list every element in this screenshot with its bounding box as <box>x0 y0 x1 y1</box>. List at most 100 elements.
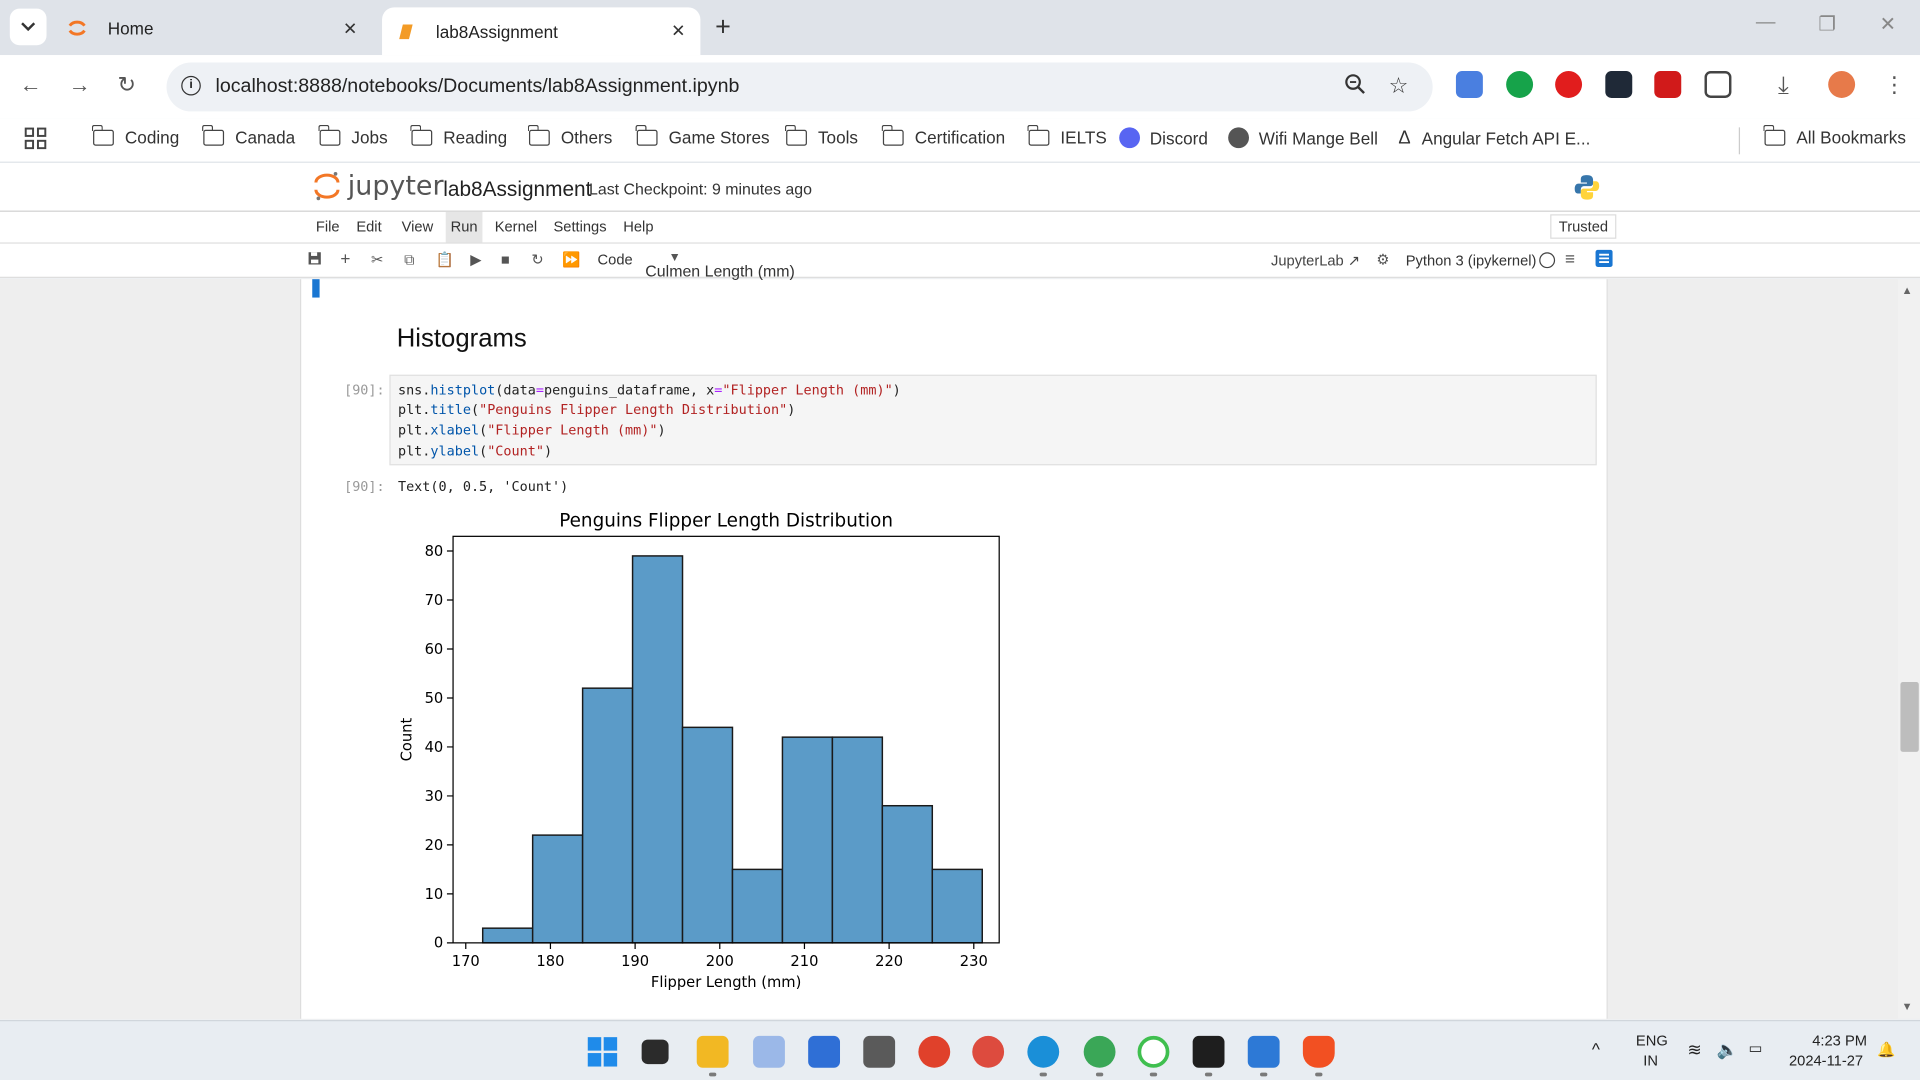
bookmark-coding[interactable]: Coding <box>92 124 179 147</box>
menu-settings[interactable]: Settings <box>553 217 607 236</box>
menu-run[interactable]: Run <box>445 211 483 243</box>
bookmark-canada[interactable]: Canada <box>202 124 295 147</box>
stop-icon[interactable]: ■ <box>500 251 510 269</box>
tab-lab8assignment[interactable]: lab8Assignment ✕ <box>382 7 701 56</box>
more-menu-icon[interactable]: ⋮ <box>1883 72 1906 97</box>
menu-kernel[interactable]: Kernel <box>494 217 538 236</box>
wifi-icon[interactable]: ≋ <box>1687 1039 1702 1060</box>
toc-icon[interactable] <box>1595 249 1613 271</box>
url-text[interactable]: localhost:8888/notebooks/Documents/lab8A… <box>215 75 740 97</box>
notebook-toolbar: + ✂ ⧉ 📋 ▶ ■ ↻ ⏩ Code ▼ JupyterLab ↗ ⚙ Py… <box>0 243 1920 278</box>
region-indicator[interactable]: IN <box>1643 1051 1658 1069</box>
bookmark-reading[interactable]: Reading <box>410 124 507 147</box>
scroll-up-arrow-icon[interactable]: ▲ <box>1901 284 1913 297</box>
calculator-icon[interactable] <box>863 1035 896 1068</box>
edge-icon[interactable] <box>1027 1035 1060 1068</box>
add-cell-icon[interactable]: + <box>340 248 351 269</box>
react-devtools-icon[interactable] <box>1605 71 1633 98</box>
notepad-icon[interactable] <box>808 1035 841 1068</box>
bookmark-certification[interactable]: Certification <box>882 124 1005 147</box>
windows-start-icon[interactable] <box>587 1036 619 1068</box>
paste-icon[interactable]: 📋 <box>435 251 455 269</box>
jupyter-logo[interactable]: jupyter <box>313 170 444 202</box>
task-view-icon[interactable] <box>641 1039 669 1065</box>
copy-icon[interactable]: ⧉ <box>404 251 415 269</box>
tab-home[interactable]: Home ✕ <box>54 7 372 49</box>
back-arrow-icon[interactable]: ← <box>19 72 42 97</box>
chrome-icon[interactable] <box>972 1035 1005 1068</box>
chrome-profile-icon[interactable] <box>1083 1035 1116 1068</box>
bookmark-ielts[interactable]: IELTS <box>1027 124 1107 147</box>
speaker-icon[interactable]: 🔈 <box>1716 1039 1739 1060</box>
grammarly-icon[interactable] <box>1506 71 1534 98</box>
bookmark-jobs[interactable]: Jobs <box>318 124 388 147</box>
run-icon[interactable]: ▶ <box>470 251 482 269</box>
tab-search-button[interactable] <box>9 8 47 46</box>
bookmark-label: Tools <box>817 127 858 147</box>
site-info-icon[interactable]: i <box>181 75 201 96</box>
trusted-indicator[interactable]: Trusted <box>1550 214 1617 239</box>
jupyterlab-link[interactable]: JupyterLab ↗ <box>1271 252 1360 269</box>
close-tab-icon[interactable]: ✕ <box>671 20 686 41</box>
extensions-puzzle-icon[interactable] <box>1704 71 1732 98</box>
chevron-down-icon[interactable]: ▼ <box>668 251 681 265</box>
bookmark-star-icon[interactable]: ☆ <box>1388 73 1409 98</box>
cut-icon[interactable]: ✂ <box>371 251 384 269</box>
menu-view[interactable]: View <box>401 217 434 236</box>
vertical-scrollbar[interactable] <box>1897 279 1920 1019</box>
fast-forward-icon[interactable]: ⏩ <box>562 251 581 269</box>
bookmark-wifi[interactable]: Wifi Mange Bell <box>1228 127 1378 149</box>
bookmark-discord[interactable]: Discord <box>1119 127 1208 149</box>
restart-icon[interactable]: ↻ <box>531 251 544 269</box>
bookmark-game-stores[interactable]: Game Stores <box>636 124 770 147</box>
reload-icon[interactable]: ↻ <box>117 72 137 97</box>
scrollbar-thumb[interactable] <box>1900 682 1919 752</box>
close-window-icon[interactable]: ✕ <box>1879 14 1897 36</box>
menu-help[interactable]: Help <box>623 217 654 236</box>
menu-file[interactable]: File <box>315 217 340 236</box>
cell-type-select[interactable]: Code <box>597 251 633 269</box>
markdown-heading[interactable]: Histograms <box>396 324 527 353</box>
bookmark-others[interactable]: Others <box>528 124 612 147</box>
kernel-name[interactable]: Python 3 (ipykernel) <box>1405 252 1537 270</box>
extension-red-icon[interactable] <box>1654 71 1682 98</box>
previous-output-cutoff: Culmen Length (mm) <box>645 262 795 281</box>
photos-icon[interactable] <box>1247 1035 1280 1068</box>
all-bookmarks[interactable]: All Bookmarks <box>1763 124 1906 147</box>
language-indicator[interactable]: ENG <box>1635 1032 1668 1050</box>
terminal-icon[interactable] <box>1192 1035 1225 1068</box>
bookmark-angular[interactable]: Δ Angular Fetch API E... <box>1398 127 1590 148</box>
y-tick-label: 10 <box>425 886 444 903</box>
close-tab-icon[interactable]: ✕ <box>343 17 358 38</box>
app-green-ring-icon[interactable] <box>1137 1035 1170 1068</box>
google-translate-icon[interactable] <box>1455 71 1483 98</box>
menu-lines-icon[interactable]: ≡ <box>1564 248 1575 269</box>
clock-date[interactable]: 2024-11-27 <box>1788 1051 1864 1069</box>
settings-gear-icon[interactable]: ⚙ <box>1376 251 1390 269</box>
app-red-icon[interactable] <box>918 1035 951 1068</box>
bookmark-tools[interactable]: Tools <box>785 124 858 147</box>
file-explorer-icon[interactable] <box>696 1035 729 1068</box>
taskbar: ^ ENG IN ≋ 🔈 ▭ 4:23 PM 2024-11-27 🔔 <box>0 1020 1920 1080</box>
minimize-icon[interactable]: — <box>1755 12 1776 34</box>
download-icon[interactable]: ⤓ <box>1777 72 1789 100</box>
snipping-tool-icon[interactable] <box>753 1035 785 1068</box>
code-cell-editor[interactable]: sns.histplot(data=penguins_dataframe, x=… <box>389 374 1597 466</box>
notebook-name[interactable]: lab8Assignment <box>443 177 592 201</box>
battery-icon[interactable]: ▭ <box>1748 1039 1763 1057</box>
chevron-up-icon[interactable]: ^ <box>1591 1039 1600 1060</box>
save-icon[interactable] <box>307 251 322 269</box>
zoom-icon[interactable] <box>1345 73 1367 101</box>
scroll-down-arrow-icon[interactable]: ▼ <box>1901 1000 1913 1013</box>
forward-arrow-icon[interactable]: → <box>68 72 91 97</box>
menu-edit[interactable]: Edit <box>356 217 382 236</box>
profile-avatar-icon[interactable] <box>1828 71 1856 98</box>
notification-bell-icon[interactable]: 🔔 <box>1877 1040 1896 1058</box>
address-bar[interactable]: i localhost:8888/notebooks/Documents/lab… <box>166 62 1433 112</box>
brave-icon[interactable] <box>1302 1035 1335 1068</box>
adblock-icon[interactable] <box>1555 71 1583 98</box>
new-tab-button[interactable]: + <box>715 11 731 42</box>
clock-time[interactable]: 4:23 PM <box>1812 1032 1867 1050</box>
apps-grid-icon[interactable] <box>24 127 47 150</box>
restore-icon[interactable]: ❐ <box>1818 14 1836 36</box>
